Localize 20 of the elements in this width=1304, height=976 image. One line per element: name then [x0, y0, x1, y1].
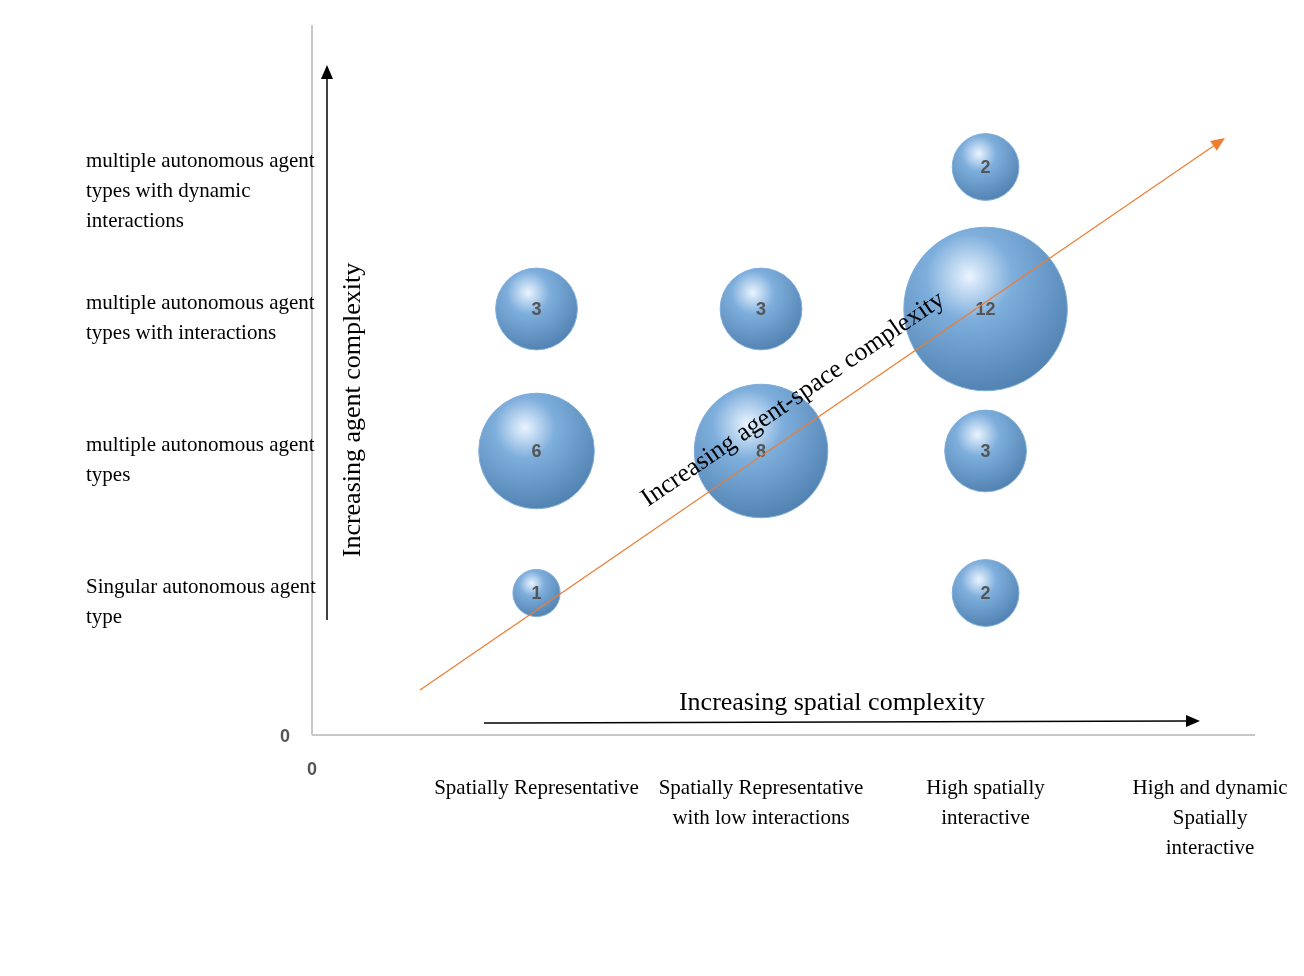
data-label: 2 [980, 157, 991, 178]
data-label: 3 [980, 441, 991, 462]
text: Increasing agent complexity [337, 262, 366, 558]
x-tick-label: High spatially interactive [926, 774, 1046, 829]
data-label: 3 [756, 299, 767, 320]
data-label: 6 [531, 441, 542, 462]
x-tick-label: High and dynamic Spatially interactive [1132, 774, 1288, 859]
data-label: 2 [980, 583, 991, 604]
data-label: 12 [975, 299, 996, 320]
y-tick-label: multiple autonomous agent types with dynamic interactions [86, 148, 315, 232]
text: 0 [279, 726, 290, 746]
data-label: 1 [531, 583, 542, 604]
text: 0 [306, 759, 318, 779]
y-tick-label: multiple autonomous agent types with interactions [86, 290, 315, 344]
y-tick-label: multiple autonomous agent types [86, 432, 315, 486]
x-tick-label: Spatially Representative [434, 774, 639, 799]
data-label: 3 [531, 299, 542, 320]
y-tick-label: Singular autonomous agent type [86, 574, 316, 628]
text: Increasing spatial complexity [678, 687, 986, 716]
x-tick-label: Spatially Representative with low interactions [658, 774, 864, 829]
